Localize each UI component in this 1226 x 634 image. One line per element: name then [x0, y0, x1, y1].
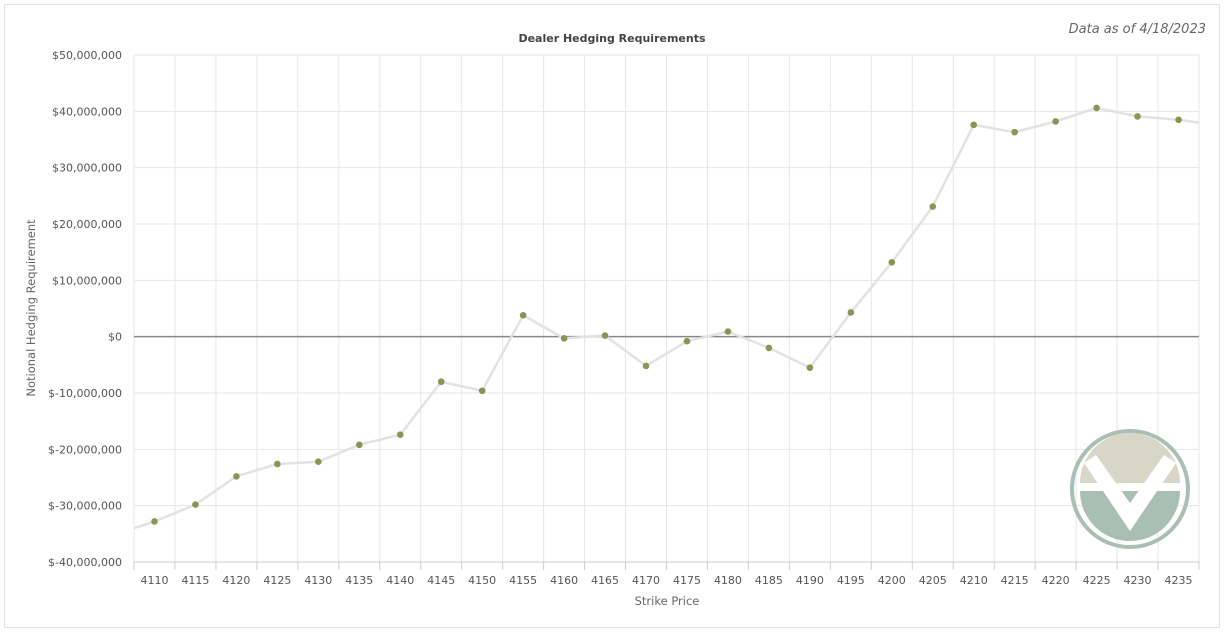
- chart-title: Dealer Hedging Requirements: [518, 32, 706, 45]
- data-point: [151, 518, 158, 525]
- data-point: [970, 121, 978, 129]
- x-tick-label: 4170: [632, 574, 660, 587]
- data-point: [1011, 128, 1018, 136]
- x-tick-label: 4235: [1165, 574, 1193, 587]
- y-tick-label: $30,000,000: [52, 162, 122, 175]
- y-axis-ticks: $50,000,000 $40,000,000 $30,000,000 $20,000…: [48, 49, 122, 569]
- x-tick-label: 4205: [919, 574, 947, 587]
- x-tick-label: 4185: [755, 574, 783, 587]
- data-point: [888, 259, 896, 266]
- data-as-of-label: Data as of 4/18/2023: [1068, 22, 1206, 37]
- data-point: [396, 431, 404, 438]
- x-tick-label: 4175: [673, 574, 701, 587]
- y-tick-label: $10,000,000: [52, 274, 122, 287]
- data-point: [355, 441, 363, 449]
- data-point: [847, 309, 855, 316]
- y-tick-label: $0: [108, 331, 122, 344]
- x-tick-label: 4125: [263, 574, 291, 587]
- x-tick-label: 4165: [591, 574, 619, 587]
- y-tick-label: $20,000,000: [52, 218, 122, 231]
- x-axis-label: Strike Price: [635, 594, 700, 608]
- data-point: [1093, 104, 1100, 112]
- x-tick-label: 4190: [796, 574, 824, 587]
- data-point: [478, 387, 486, 395]
- logo-ring: [1070, 429, 1190, 549]
- x-tick-label: 4225: [1083, 574, 1111, 587]
- y-tick-label: $-30,000,000: [48, 500, 122, 513]
- data-point: [274, 460, 281, 468]
- x-tick-label: 4140: [386, 574, 414, 587]
- series-line: [133, 106, 1200, 530]
- stylized-v-circle-logo-icon: [1070, 429, 1190, 549]
- data-point: [1134, 113, 1141, 120]
- x-tick-label: 4230: [1124, 574, 1152, 587]
- y-tick-label: $-10,000,000: [48, 387, 122, 400]
- data-point: [192, 501, 199, 508]
- data-point: [642, 362, 650, 370]
- data-point: [1175, 116, 1182, 124]
- y-tick-label: $-20,000,000: [48, 443, 122, 456]
- data-point: [437, 378, 445, 386]
- data-point: [1052, 118, 1059, 125]
- logo-v-mark: [1084, 455, 1176, 531]
- x-tick-label: 4150: [468, 574, 496, 587]
- x-tick-label: 4130: [304, 574, 332, 587]
- data-point: [560, 335, 568, 342]
- y-tick-label: $-40,000,000: [48, 556, 122, 569]
- data-point: [233, 473, 240, 480]
- data-point: [315, 458, 322, 466]
- data-point: [806, 364, 814, 371]
- x-tick-label: 4200: [878, 574, 906, 587]
- data-points: [151, 104, 1182, 525]
- x-tick-label: 4115: [181, 574, 209, 587]
- x-axis-ticks: 4110 4115 4120 4125 4130 4135 4140 4145 4150 4155…: [140, 574, 1192, 587]
- data-point: [765, 344, 773, 352]
- x-tick-label: 4145: [427, 574, 455, 587]
- x-tick-label: 4215: [1001, 574, 1029, 587]
- grid-lines: [133, 54, 1200, 570]
- data-point: [683, 337, 691, 345]
- y-tick-label: $40,000,000: [52, 105, 122, 118]
- x-tick-label: 4155: [509, 574, 537, 587]
- x-tick-label: 4220: [1042, 574, 1070, 587]
- y-axis-label: Notional Hedging Requirement: [24, 219, 38, 397]
- x-tick-label: 4120: [222, 574, 250, 587]
- x-tick-label: 4110: [140, 574, 168, 587]
- data-point: [601, 332, 609, 339]
- x-tick-label: 4160: [550, 574, 578, 587]
- x-tick-label: 4195: [837, 574, 865, 587]
- x-tick-label: 4135: [345, 574, 373, 587]
- chart-frame: [4, 4, 1220, 628]
- data-point: [519, 311, 527, 319]
- data-point: [929, 203, 937, 210]
- y-tick-label: $50,000,000: [52, 49, 122, 62]
- x-tick-label: 4180: [714, 574, 742, 587]
- x-tick-label: 4210: [960, 574, 988, 587]
- data-point: [724, 328, 732, 335]
